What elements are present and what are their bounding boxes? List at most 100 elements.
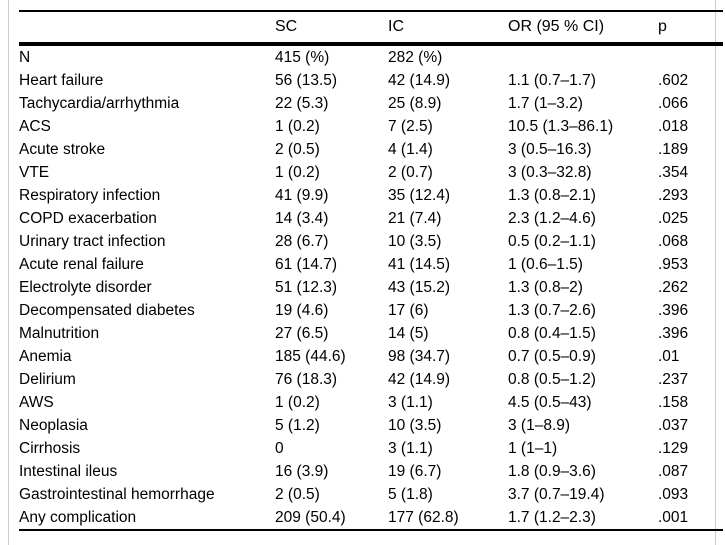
cell-variable: Anemia	[19, 347, 72, 365]
cell-variable: Malnutrition	[19, 324, 100, 342]
table-row: COPD exacerbation 14 (3.4) 21 (7.4) 2.3 (1.…	[19, 207, 723, 230]
cell-or-ci: 1.3 (0.7–2.6)	[508, 301, 596, 319]
cell-p: .237	[658, 370, 689, 388]
table-body: N 415 (%) 282 (%) Heart failure 56 (13.5) 42 …	[19, 44, 723, 531]
cell-variable: Cirrhosis	[19, 439, 81, 457]
table-row: VTE 1 (0.2) 2 (0.7) 3 (0.3–32.8) .354	[19, 161, 723, 184]
cell-sc: 19 (4.6)	[275, 301, 329, 319]
header-row: SC IC OR (95 % CI) p	[19, 10, 723, 46]
cell-variable: COPD exacerbation	[19, 209, 157, 227]
cell-sc: 27 (6.5)	[275, 324, 329, 342]
cell-p: .066	[658, 94, 689, 112]
cell-sc: 41 (9.9)	[275, 186, 329, 204]
cell-sc: 1 (0.2)	[275, 163, 320, 181]
col-header-variable	[19, 10, 275, 46]
table-row: Gastrointestinal hemorrhage 2 (0.5) 5 (1.8…	[19, 483, 723, 506]
table-row: Delirium 76 (18.3) 42 (14.9) 0.8 (0.5–1.2).…	[19, 368, 723, 391]
col-header-sc: SC	[275, 10, 388, 46]
cell-sc: 56 (13.5)	[275, 71, 338, 89]
cell-variable: Respiratory infection	[19, 186, 161, 204]
cell-variable: AWS	[19, 393, 54, 411]
cell-ic: 35 (12.4)	[388, 186, 451, 204]
cell-ic: 4 (1.4)	[388, 140, 433, 158]
cell-or-ci: 0.7 (0.5–0.9)	[508, 347, 596, 365]
table-row: ACS 1 (0.2) 7 (2.5) 10.5 (1.3–86.1) .018	[19, 115, 723, 138]
cell-variable: Heart failure	[19, 71, 104, 89]
cell-ic: 41 (14.5)	[388, 255, 451, 273]
table-header: SC IC OR (95 % CI) p	[19, 10, 723, 46]
col-header-ic: IC	[388, 10, 508, 46]
complications-table: SC IC OR (95 % CI) p N 415 (%) 282 (%) Hear…	[19, 10, 723, 531]
cell-sc: 1 (0.2)	[275, 117, 320, 135]
cell-variable: Acute stroke	[19, 140, 106, 158]
cell-ic: 25 (8.9)	[388, 94, 442, 112]
table-row: Neoplasia 5 (1.2) 10 (3.5) 3 (1–8.9) .037	[19, 414, 723, 437]
cell-or-ci: 1.7 (1–3.2)	[508, 94, 583, 112]
table-row: Tachycardia/arrhythmia 22 (5.3) 25 (8.9) 1.…	[19, 92, 723, 115]
cell-or-ci: 1 (1–1)	[508, 439, 558, 457]
cell-sc: 415 (%)	[275, 48, 330, 66]
cell-sc: 28 (6.7)	[275, 232, 329, 250]
cell-p: .293	[658, 186, 689, 204]
table-row: Anemia 185 (44.6) 98 (34.7) 0.7 (0.5–0.9) .0…	[19, 345, 723, 368]
figure-frame: SC IC OR (95 % CI) p N 415 (%) 282 (%) Hear…	[8, 0, 723, 545]
cell-variable: Neoplasia	[19, 416, 88, 434]
cell-ic: 10 (3.5)	[388, 232, 442, 250]
cell-or-ci: 1.1 (0.7–1.7)	[508, 71, 596, 89]
cell-or-ci: 0.5 (0.2–1.1)	[508, 232, 596, 250]
cell-p: .189	[658, 140, 689, 158]
cell-ic: 19 (6.7)	[388, 462, 442, 480]
cell-ic: 2 (0.7)	[388, 163, 433, 181]
cell-ic: 17 (6)	[388, 301, 429, 319]
cell-or-ci: 1.8 (0.9–3.6)	[508, 462, 596, 480]
cell-p: .354	[658, 163, 689, 181]
cell-sc: 16 (3.9)	[275, 462, 329, 480]
table-row: Acute stroke 2 (0.5) 4 (1.4) 3 (0.5–16.3) .1…	[19, 138, 723, 161]
cell-p: .001	[658, 506, 723, 531]
cell-variable: Electrolyte disorder	[19, 278, 152, 296]
cell-p: .018	[658, 117, 689, 135]
cell-variable: Urinary tract infection	[19, 232, 166, 250]
cell-or-ci: 3.7 (0.7–19.4)	[508, 485, 605, 503]
cell-variable: Delirium	[19, 370, 76, 388]
table-row: N 415 (%) 282 (%)	[19, 44, 723, 69]
cell-or-ci: 0.8 (0.4–1.5)	[508, 324, 596, 342]
cell-sc: 76 (18.3)	[275, 370, 338, 388]
cell-sc: 2 (0.5)	[275, 485, 320, 503]
table-row: Any complication 209 (50.4) 177 (62.8) 1.7 …	[19, 506, 723, 531]
cell-p: .068	[658, 232, 689, 250]
cell-or-ci: 1.3 (0.8–2.1)	[508, 186, 596, 204]
cell-or-ci	[508, 44, 658, 69]
table-row: Electrolyte disorder 51 (12.3) 43 (15.2) 1.…	[19, 276, 723, 299]
cell-or-ci: 2.3 (1.2–4.6)	[508, 209, 596, 227]
table-row: Malnutrition 27 (6.5) 14 (5) 0.8 (0.4–1.5).…	[19, 322, 723, 345]
cell-ic: 21 (7.4)	[388, 209, 442, 227]
cell-or-ci: 4.5 (0.5–43)	[508, 393, 592, 411]
cell-variable: ACS	[19, 117, 51, 135]
cell-p: .158	[658, 393, 689, 411]
cell-sc: 0	[275, 439, 284, 457]
cell-variable: VTE	[19, 163, 50, 181]
cell-p: .602	[658, 71, 689, 89]
cell-or-ci: 3 (0.3–32.8)	[508, 163, 592, 181]
cell-p: .396	[658, 301, 689, 319]
cell-p: .396	[658, 324, 689, 342]
cell-or-ci: 3 (0.5–16.3)	[508, 140, 592, 158]
cell-or-ci: 1 (0.6–1.5)	[508, 255, 583, 273]
cell-sc: 185 (44.6)	[275, 347, 346, 365]
cell-ic: 14 (5)	[388, 324, 429, 342]
cell-variable: N	[19, 48, 31, 66]
cell-p: .087	[658, 462, 689, 480]
cell-sc: 22 (5.3)	[275, 94, 329, 112]
table-row: Decompensated diabetes 19 (4.6) 17 (6) 1.3 …	[19, 299, 723, 322]
cell-ic: 5 (1.8)	[388, 485, 433, 503]
cell-sc: 51 (12.3)	[275, 278, 338, 296]
cell-variable: Intestinal ileus	[19, 462, 118, 480]
cell-ic: 177 (62.8)	[388, 506, 508, 531]
cell-p: .129	[658, 439, 689, 457]
cell-ic: 42 (14.9)	[388, 71, 451, 89]
table-row: AWS 1 (0.2) 3 (1.1) 4.5 (0.5–43) .158	[19, 391, 723, 414]
cell-ic: 282 (%)	[388, 48, 443, 66]
cell-sc: 14 (3.4)	[275, 209, 329, 227]
cell-ic: 3 (1.1)	[388, 393, 433, 411]
